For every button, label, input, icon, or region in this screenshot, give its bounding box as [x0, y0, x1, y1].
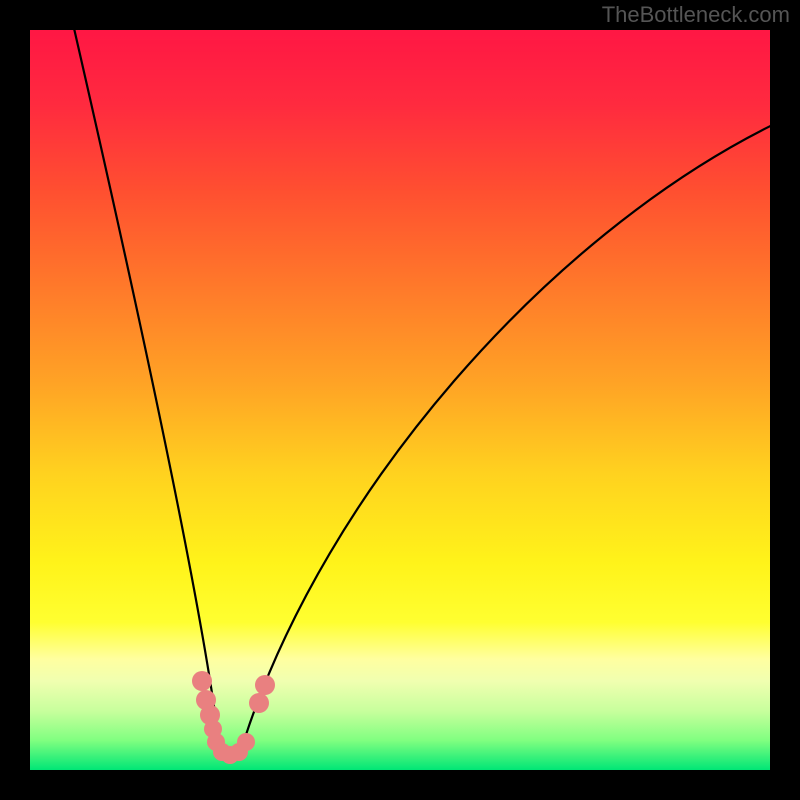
data-marker — [192, 671, 212, 691]
watermark-text: TheBottleneck.com — [602, 2, 790, 28]
data-marker — [255, 675, 275, 695]
bottleneck-curve — [30, 30, 770, 770]
chart-frame: TheBottleneck.com — [0, 0, 800, 800]
data-marker — [237, 733, 255, 751]
data-marker — [249, 693, 269, 713]
plot-area — [30, 30, 770, 770]
